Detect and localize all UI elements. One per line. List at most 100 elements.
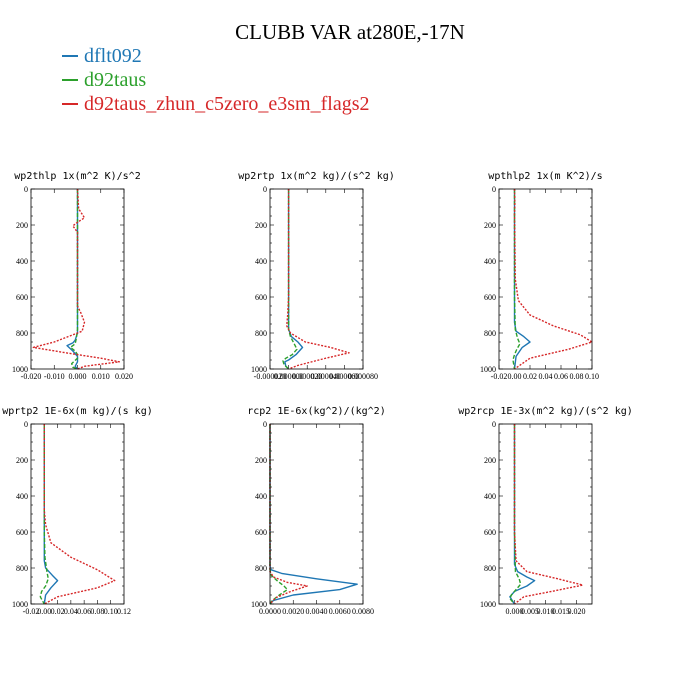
y-tick-label: 600 xyxy=(16,528,28,537)
series-line-dflt092 xyxy=(509,424,536,605)
y-tick-label: 200 xyxy=(484,221,496,230)
x-tick-label: 0.02 xyxy=(51,607,65,616)
y-tick-label: 1000 xyxy=(12,365,28,374)
x-tick-label: 0.10 xyxy=(585,372,599,381)
panel-2: wp2rtp 1x(m^2 kg)/(s^2 kg) 0 200 400 600 800 1… xyxy=(238,171,395,381)
panel-4: wprtp2 1E-6x(m kg)/(s kg) 0 200 400 600 800 10… xyxy=(2,406,153,616)
panel-title: wprtp2 1E-6x(m kg)/(s kg) xyxy=(2,406,153,417)
y-tick-label: 800 xyxy=(16,564,28,573)
legend-item-dflt092: dflt092 xyxy=(62,44,369,68)
legend: dflt092 d92taus d92taus_zhun_c5zero_e3sm… xyxy=(62,44,369,116)
plot-frame xyxy=(30,423,125,605)
x-tick-label: 0.00 xyxy=(37,607,51,616)
series-line-d92taus_zhun_c5zero_e3sm_flags2 xyxy=(513,188,593,370)
series-line-d92taus xyxy=(509,424,522,605)
y-tick-label: 200 xyxy=(255,221,267,230)
y-tick-label: 1000 xyxy=(480,365,496,374)
legend-swatch xyxy=(62,103,78,105)
series-line-d92taus_zhun_c5zero_e3sm_flags2 xyxy=(32,188,121,370)
y-tick-label: 0 xyxy=(24,420,28,429)
x-tick-label: 0.02 xyxy=(523,372,537,381)
plot-frame xyxy=(269,423,364,605)
y-tick-label: 0 xyxy=(492,420,496,429)
series-line-dflt092 xyxy=(284,189,304,370)
x-tick-label: 0.010 xyxy=(537,607,555,616)
legend-swatch xyxy=(62,79,78,81)
x-tick-label: 0.000020 xyxy=(292,372,322,381)
legend-item-d92taus-zhun: d92taus_zhun_c5zero_e3sm_flags2 xyxy=(62,92,369,116)
plot-frame xyxy=(269,188,364,370)
x-tick-label: 0.015 xyxy=(552,607,570,616)
legend-swatch xyxy=(62,55,78,57)
y-tick-label: 200 xyxy=(255,456,267,465)
x-tick-label: 0.08 xyxy=(570,372,584,381)
series-line-d92taus_zhun_c5zero_e3sm_flags2 xyxy=(513,424,584,605)
x-tick-label: 0.020 xyxy=(568,607,586,616)
y-tick-label: 400 xyxy=(255,492,267,501)
y-tick-label: 0 xyxy=(263,420,267,429)
series-line-d92taus_zhun_c5zero_e3sm_flags2 xyxy=(286,189,350,370)
series-line-d92taus xyxy=(39,424,49,605)
x-tick-label: 0.010 xyxy=(92,372,110,381)
plot-frame xyxy=(30,188,125,370)
y-tick-label: 200 xyxy=(16,221,28,230)
y-tick-label: 400 xyxy=(16,492,28,501)
x-tick-label: 0.020 xyxy=(115,372,133,381)
y-tick-label: 200 xyxy=(484,456,496,465)
y-tick-label: 800 xyxy=(484,564,496,573)
y-tick-label: 0 xyxy=(24,185,28,194)
plot-frame xyxy=(498,188,593,370)
y-tick-label: 600 xyxy=(484,293,496,302)
y-tick-label: 400 xyxy=(16,257,28,266)
y-tick-label: 1000 xyxy=(12,600,28,609)
x-tick-label: 0.000060 xyxy=(329,372,359,381)
x-tick-label: 0.04 xyxy=(539,372,553,381)
panel-1: wp2thlp 1x(m^2 K)/s^202004006008001000-0… xyxy=(12,171,141,381)
series-line-d92taus xyxy=(69,189,79,370)
y-tick-label: 1000 xyxy=(480,600,496,609)
y-tick-label: 600 xyxy=(484,528,496,537)
y-tick-label: 600 xyxy=(255,528,267,537)
x-tick-label: 0.000 xyxy=(69,372,87,381)
y-tick-label: 400 xyxy=(484,257,496,266)
y-tick-label: 1000 xyxy=(251,365,267,374)
y-tick-label: 400 xyxy=(255,257,267,266)
y-tick-label: 200 xyxy=(16,456,28,465)
series-line-d92taus xyxy=(282,189,298,370)
x-tick-label: 0.0080 xyxy=(352,607,374,616)
legend-label: d92taus_zhun_c5zero_e3sm_flags2 xyxy=(84,93,370,115)
legend-item-d92taus: d92taus xyxy=(62,68,369,92)
panel-title: wp2rcp 1E-3x(m^2 kg)/(s^2 kg) xyxy=(458,406,633,417)
x-tick-label: 0.0060 xyxy=(329,607,351,616)
x-tick-label: 0.00 xyxy=(508,372,522,381)
x-tick-label: 0.000 xyxy=(506,607,524,616)
y-tick-label: 0 xyxy=(492,185,496,194)
panel-title: wp2thlp 1x(m^2 K)/s^2 xyxy=(14,171,140,182)
y-tick-label: 600 xyxy=(16,293,28,302)
series-line-dflt092 xyxy=(513,189,531,370)
x-tick-label: -0.02 xyxy=(491,372,508,381)
y-tick-label: 400 xyxy=(484,492,496,501)
x-tick-label: 0.000000 xyxy=(274,372,304,381)
panel-5: rcp2 1E-6x(kg^2)/(kg^2) 0 200 400 600 800 1000… xyxy=(247,406,385,616)
x-tick-label: 0.0040 xyxy=(306,607,328,616)
x-tick-label: -0.02 xyxy=(23,607,40,616)
y-tick-label: 600 xyxy=(255,293,267,302)
y-tick-label: 800 xyxy=(16,329,28,338)
y-tick-label: 800 xyxy=(484,329,496,338)
legend-label: d92taus xyxy=(84,69,147,91)
x-tick-label: 0.0020 xyxy=(282,607,304,616)
x-tick-label: 0.0000 xyxy=(259,607,281,616)
series-line-d92taus_zhun_c5zero_e3sm_flags2 xyxy=(269,424,308,605)
series-line-d92taus xyxy=(512,189,521,370)
x-tick-label: 0.10 xyxy=(104,607,118,616)
panel-3: wpthlp2 1x(m K^2)/s 0 200 400 600 800 1000-0.0… xyxy=(480,171,603,381)
series-line-d92taus xyxy=(269,424,289,605)
panel-title: wpthlp2 1x(m K^2)/s xyxy=(488,171,602,182)
x-tick-label: 0.000080 xyxy=(348,372,378,381)
panel-title: rcp2 1E-6x(kg^2)/(kg^2) xyxy=(247,406,385,417)
series-line-dflt092 xyxy=(43,424,59,605)
plot-frame xyxy=(498,423,593,605)
y-tick-label: 800 xyxy=(255,329,267,338)
